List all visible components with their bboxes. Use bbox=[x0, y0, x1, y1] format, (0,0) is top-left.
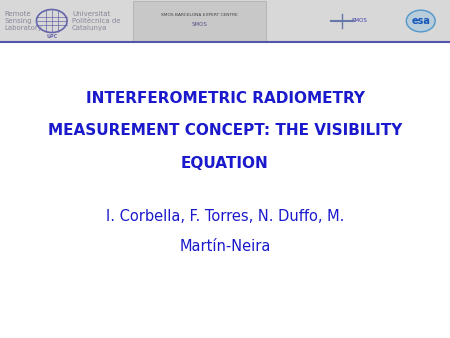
Circle shape bbox=[406, 10, 435, 32]
Text: Martín-Neira: Martín-Neira bbox=[179, 239, 271, 254]
Text: INTERFEROMETRIC RADIOMETRY: INTERFEROMETRIC RADIOMETRY bbox=[86, 91, 365, 105]
Text: SMOS: SMOS bbox=[352, 19, 368, 24]
Bar bbox=[0, 0, 450, 42]
Text: SMOS BARCELONA EXPERT CENTRE: SMOS BARCELONA EXPERT CENTRE bbox=[161, 13, 238, 17]
Text: Universitat
Politècnica de
Catalunya: Universitat Politècnica de Catalunya bbox=[72, 11, 121, 31]
Text: SMOS: SMOS bbox=[191, 22, 207, 27]
Bar bbox=[133, 1, 266, 41]
Text: Remote
Sensing
Laboratory: Remote Sensing Laboratory bbox=[4, 11, 42, 31]
Text: UPC: UPC bbox=[46, 34, 57, 39]
Text: MEASUREMENT CONCEPT: THE VISIBILITY: MEASUREMENT CONCEPT: THE VISIBILITY bbox=[48, 123, 402, 138]
Text: EQUATION: EQUATION bbox=[181, 156, 269, 171]
Text: esa: esa bbox=[411, 16, 430, 26]
Text: I. Corbella, F. Torres, N. Duffo, M.: I. Corbella, F. Torres, N. Duffo, M. bbox=[106, 209, 344, 224]
